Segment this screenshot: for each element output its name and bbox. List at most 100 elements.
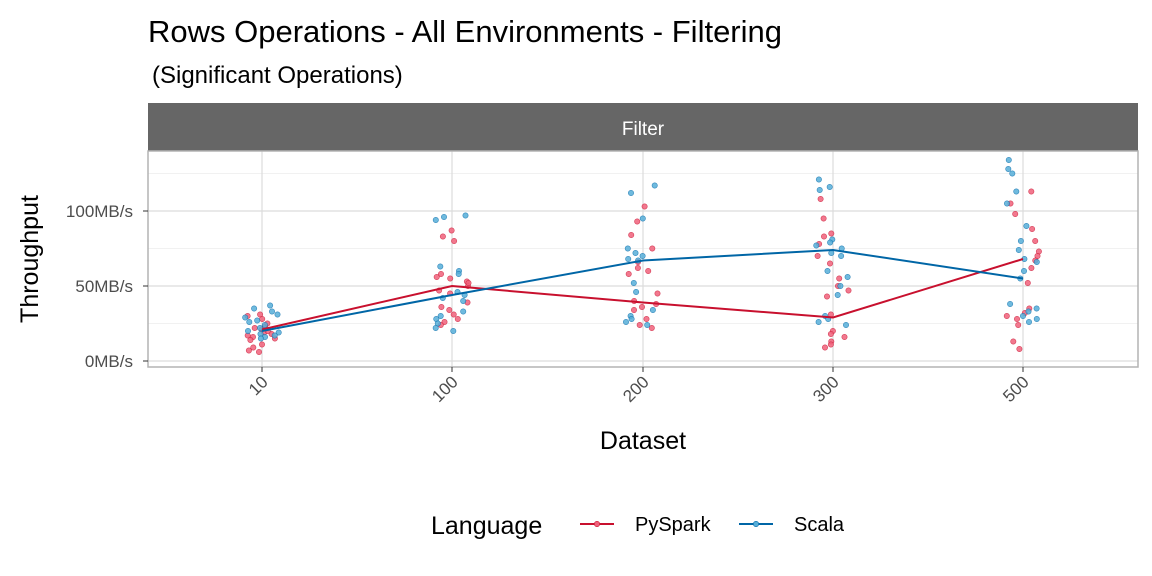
data-point-pyspark: [1029, 226, 1036, 233]
mean-lines: [261, 248, 1024, 332]
data-point-scala: [627, 190, 634, 197]
legend-key-point: [593, 520, 600, 527]
legend-title: Language: [431, 512, 542, 540]
data-point-scala: [267, 302, 274, 309]
legend: Language PySpark Scala: [431, 512, 845, 540]
data-point-pyspark: [1003, 312, 1010, 319]
data-point-pyspark: [817, 196, 824, 203]
data-point-pyspark: [638, 303, 645, 310]
data-point-pyspark: [438, 303, 445, 310]
data-point-scala: [815, 318, 822, 325]
data-point-scala: [622, 318, 629, 325]
data-point-scala: [455, 270, 462, 277]
data-point-pyspark: [814, 253, 821, 260]
data-point-pyspark: [820, 215, 827, 222]
data-point-scala: [813, 242, 820, 249]
data-point-pyspark: [841, 333, 848, 340]
data-point-scala: [816, 187, 823, 194]
data-point-pyspark: [643, 315, 650, 322]
legend-label-scala: Scala: [794, 514, 845, 536]
data-point-scala: [275, 329, 282, 336]
x-tick-label: 10: [245, 372, 272, 399]
data-point-pyspark: [250, 344, 257, 351]
data-point-scala: [460, 308, 467, 315]
data-point-scala: [834, 291, 841, 298]
data-point-scala: [1033, 258, 1040, 265]
x-tick-label: 100: [428, 372, 461, 405]
legend-key-point: [752, 520, 759, 527]
data-point-scala: [251, 305, 258, 312]
data-point-pyspark: [1024, 279, 1031, 286]
data-point-scala: [815, 176, 822, 183]
x-axis: 10 100 200 300 500: [245, 367, 1033, 406]
data-point-pyspark: [820, 233, 827, 240]
data-point-pyspark: [247, 336, 254, 343]
data-point-pyspark: [649, 245, 656, 252]
data-point-scala: [649, 306, 656, 313]
data-point-scala: [242, 314, 249, 321]
data-point-scala: [844, 273, 851, 280]
data-point-scala: [450, 327, 457, 334]
data-point-scala: [827, 239, 834, 246]
facet-strip: [148, 103, 1138, 151]
data-point-scala: [1023, 223, 1030, 230]
y-tick-label: 50MB/s: [75, 277, 133, 296]
data-point-pyspark: [845, 287, 852, 294]
data-point-scala: [625, 255, 632, 262]
data-point-scala: [254, 317, 261, 324]
data-point-scala: [1020, 267, 1027, 274]
data-point-scala: [838, 253, 845, 260]
series-line-scala: [261, 248, 1024, 332]
data-point-scala: [1033, 315, 1040, 322]
data-point-scala: [651, 182, 658, 189]
data-point-scala: [639, 253, 646, 260]
data-point-scala: [633, 288, 640, 295]
data-point-pyspark: [258, 341, 265, 348]
data-point-pyspark: [827, 330, 834, 337]
data-point-pyspark: [821, 344, 828, 351]
data-point-scala: [1003, 200, 1010, 207]
data-point-scala: [632, 250, 639, 257]
series-line-pyspark: [261, 258, 1024, 331]
data-point-pyspark: [446, 306, 453, 313]
data-point-pyspark: [255, 348, 262, 355]
data-point-scala: [261, 321, 268, 328]
y-axis: 0MB/s 50MB/s 100MB/s: [66, 202, 148, 371]
data-point-pyspark: [251, 324, 258, 331]
data-point-pyspark: [437, 270, 444, 277]
data-point-pyspark: [1028, 264, 1035, 271]
data-point-scala: [1009, 170, 1016, 177]
data-point-pyspark: [1016, 345, 1023, 352]
y-tick-label: 0MB/s: [85, 352, 133, 371]
data-point-pyspark: [450, 311, 457, 318]
data-point-pyspark: [645, 267, 652, 274]
data-point-pyspark: [654, 290, 661, 297]
data-point-pyspark: [823, 293, 830, 300]
data-point-scala: [257, 335, 264, 342]
data-point-scala: [256, 324, 263, 331]
data-point-scala: [1017, 238, 1024, 245]
data-point-scala: [432, 217, 439, 224]
data-point-scala: [1005, 157, 1012, 164]
data-point-scala: [274, 311, 281, 318]
data-point-pyspark: [634, 218, 641, 225]
data-point-scala: [628, 315, 635, 322]
chart-subtitle: (Significant Operations): [152, 62, 403, 89]
y-axis-title: Throughput: [16, 195, 44, 323]
x-tick-label: 300: [809, 372, 842, 405]
data-point-scala: [460, 297, 467, 304]
data-point-pyspark: [448, 227, 455, 234]
data-point-pyspark: [1010, 338, 1017, 345]
data-point-scala: [432, 324, 439, 331]
data-point-pyspark: [641, 203, 648, 210]
data-point-scala: [826, 184, 833, 191]
data-point-scala: [639, 215, 646, 222]
data-point-scala: [271, 332, 278, 339]
x-axis-title: Dataset: [600, 427, 686, 455]
data-point-scala: [437, 263, 444, 270]
data-point-scala: [1026, 318, 1033, 325]
data-point-pyspark: [259, 315, 266, 322]
data-point-scala: [624, 245, 631, 252]
data-point-pyspark: [636, 321, 643, 328]
data-point-pyspark: [451, 238, 458, 245]
